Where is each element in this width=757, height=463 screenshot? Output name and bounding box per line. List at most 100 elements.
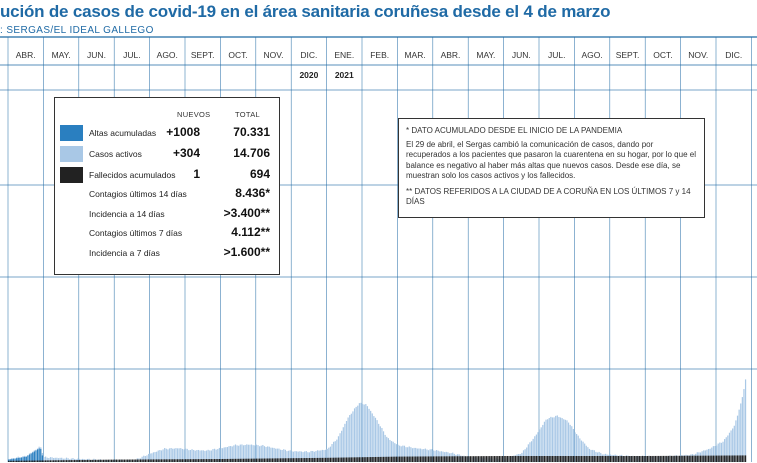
data-bar-fallecidos (727, 455, 729, 462)
data-bar-fallecidos (724, 455, 726, 462)
data-bar-activos (152, 452, 155, 462)
data-bar-fallecidos (135, 459, 137, 462)
data-bar-fallecidos (419, 456, 422, 462)
data-bar-activos (341, 430, 343, 462)
legend-swatch (60, 167, 83, 183)
month-label: NOV. (263, 50, 283, 60)
data-bar-fallecidos (740, 455, 742, 462)
data-bar-altas (22, 457, 24, 462)
data-bar-fallecidos (703, 455, 705, 462)
data-bar-fallecidos (308, 458, 311, 462)
data-bar-fallecidos (447, 456, 449, 462)
data-bar-fallecidos (201, 459, 203, 462)
data-bar-fallecidos (498, 456, 500, 462)
data-bar-fallecidos (656, 455, 658, 462)
data-bar-fallecidos (400, 456, 402, 462)
month-label: AGO. (157, 50, 178, 60)
data-bar-activos (292, 451, 295, 462)
data-bar-fallecidos (157, 459, 159, 462)
data-bar-fallecidos (91, 459, 93, 462)
data-bar-fallecidos (651, 455, 653, 462)
data-bar-altas (36, 449, 39, 462)
data-bar-activos (429, 449, 431, 462)
data-bar-activos (51, 457, 53, 462)
data-bar-activos (571, 426, 573, 462)
data-bar-activos (326, 448, 328, 462)
data-bar-fallecidos (579, 456, 581, 462)
data-bar-altas (17, 457, 19, 462)
data-bar-fallecidos (590, 456, 592, 462)
data-bar-activos (727, 435, 729, 462)
data-bar-activos (164, 448, 166, 462)
data-bar-activos (720, 442, 723, 462)
data-bar-fallecidos (670, 455, 673, 462)
data-bar-activos (215, 449, 217, 462)
month-label: MAY. (476, 50, 495, 60)
data-bar-fallecidos (621, 456, 623, 462)
data-bar-fallecidos (324, 457, 327, 462)
data-bar-activos (743, 389, 745, 462)
data-bar-activos (267, 446, 269, 462)
data-bar-fallecidos (387, 456, 389, 462)
data-bar-activos (162, 449, 164, 462)
data-bar-altas (14, 458, 16, 462)
data-bar-fallecidos (567, 456, 570, 462)
data-bar-fallecidos (501, 456, 504, 462)
data-bar-activos (350, 413, 352, 462)
data-bar-fallecidos (654, 455, 657, 462)
data-bar-fallecidos (484, 456, 486, 462)
data-bar-fallecidos (666, 455, 668, 462)
data-bar-fallecidos (595, 456, 597, 462)
data-bar-activos (65, 457, 68, 462)
data-bar-fallecidos (257, 458, 259, 462)
data-bar-fallecidos (77, 460, 79, 462)
data-bar-fallecidos (172, 459, 174, 462)
data-bar-fallecidos (423, 456, 425, 462)
data-bar-fallecidos (481, 456, 483, 462)
legend-total-value: 8.436* (235, 186, 270, 200)
data-bar-fallecidos (582, 456, 584, 462)
data-bar-fallecidos (336, 457, 338, 462)
data-bar-fallecidos (571, 456, 573, 462)
data-bar-fallecidos (519, 456, 521, 462)
data-bar-fallecidos (508, 456, 510, 462)
data-bar-activos (373, 416, 375, 462)
data-bar-fallecidos (83, 459, 85, 462)
data-bar-activos (416, 448, 418, 462)
data-bar-activos (57, 458, 60, 462)
data-bar-fallecidos (138, 459, 140, 462)
data-bar-activos (186, 448, 188, 462)
data-bar-activos (539, 429, 541, 462)
data-bar-fallecidos (247, 458, 249, 462)
data-bar-activos (310, 450, 312, 462)
data-bar-fallecidos (431, 456, 433, 462)
legend-row: Incidencia a 14 días >3.400** (55, 205, 279, 223)
data-bar-activos (395, 444, 397, 462)
data-bar-fallecidos (632, 456, 634, 462)
data-bar-activos (241, 444, 243, 462)
data-bar-fallecidos (197, 459, 200, 462)
data-bar-fallecidos (493, 456, 496, 462)
data-bar-fallecidos (720, 455, 723, 462)
data-bar-fallecidos (371, 457, 373, 462)
data-bar-fallecidos (297, 458, 299, 462)
data-bar-fallecidos (131, 459, 134, 462)
data-bar-activos (585, 445, 587, 462)
data-bar-activos (711, 447, 713, 462)
data-bar-activos (374, 417, 377, 462)
month-label: JUN. (87, 50, 106, 60)
data-bar-activos (287, 450, 290, 462)
data-bar-activos (360, 402, 362, 462)
data-bar-fallecidos (521, 456, 523, 462)
data-bar-fallecidos (276, 458, 278, 462)
data-bar-fallecidos (112, 459, 114, 462)
data-bar-activos (296, 451, 298, 462)
data-bar-fallecidos (413, 456, 415, 462)
data-bar-fallecidos (474, 456, 476, 462)
data-bar-fallecidos (115, 459, 118, 462)
data-bar-fallecidos (460, 456, 462, 462)
data-bar-activos (355, 406, 357, 462)
data-bar-fallecidos (353, 457, 356, 462)
data-bar-activos (436, 450, 438, 462)
data-bar-activos (357, 405, 359, 462)
